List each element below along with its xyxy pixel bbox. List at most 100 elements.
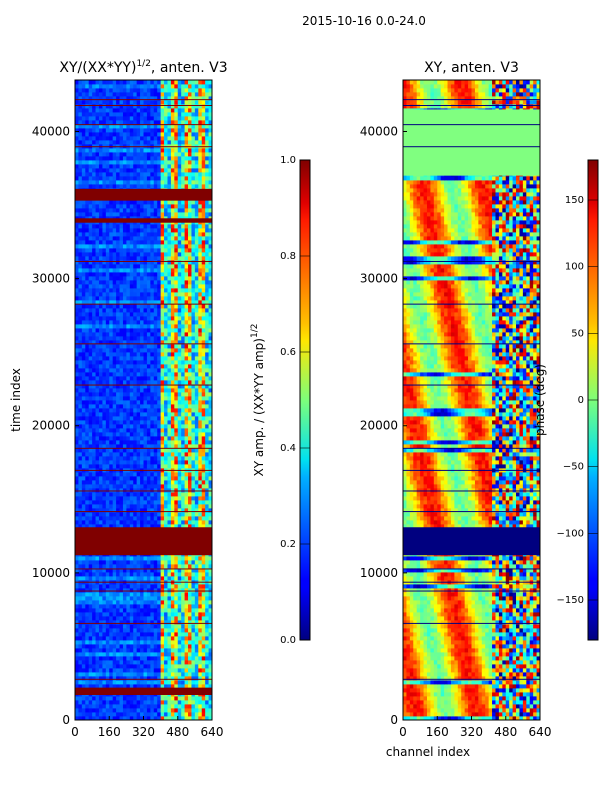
heatmap-cell [174, 344, 179, 349]
heatmap-cell [174, 712, 179, 717]
heatmap-cell [181, 244, 186, 249]
heatmap-cell [205, 356, 209, 361]
heatmap-cell [208, 372, 212, 377]
heatmap-cell [95, 516, 100, 521]
heatmap-cell [95, 356, 100, 361]
heatmap-cell [198, 524, 203, 529]
heatmap-cell [126, 232, 131, 237]
heatmap-cell [191, 456, 196, 461]
heatmap-cell [184, 408, 189, 413]
heatmap-cell [167, 524, 172, 529]
heatmap-cell [136, 400, 141, 405]
heatmap-cell [143, 660, 148, 665]
heatmap-cell [88, 276, 93, 281]
heatmap-cell [208, 352, 212, 357]
heatmap-cell [167, 712, 172, 717]
heatmap-cell [205, 296, 209, 301]
heatmap-cell [160, 384, 165, 389]
heatmap-cell [112, 596, 117, 601]
heatmap-cell [92, 416, 96, 421]
heatmap-cell [81, 272, 86, 277]
heatmap-cell [177, 396, 182, 401]
heatmap-cell [146, 424, 151, 429]
heatmap-cell [95, 684, 100, 689]
heatmap-cell [184, 356, 189, 361]
heatmap-cell [177, 432, 182, 437]
heatmap-cell [184, 328, 189, 333]
heatmap-cell [181, 588, 186, 593]
heatmap-cell [181, 556, 186, 561]
heatmap-cell [194, 428, 199, 433]
heatmap-cell [164, 416, 168, 421]
heatmap-cell [126, 624, 131, 629]
heatmap-cell [188, 312, 192, 317]
heatmap-cell [170, 324, 175, 329]
heatmap-cell [88, 608, 93, 613]
heatmap-cell [153, 472, 158, 477]
heatmap-cell [198, 644, 203, 649]
heatmap-cell [116, 324, 120, 329]
heatmap-cell [102, 428, 107, 433]
heatmap-cell [116, 400, 120, 405]
heatmap-cell [201, 432, 206, 437]
heatmap-cell [157, 292, 162, 297]
heatmap-cell [177, 624, 182, 629]
heatmap-cell [122, 408, 127, 413]
heatmap-cell [201, 284, 206, 289]
heatmap-cell [198, 228, 203, 233]
heatmap-cell [129, 404, 134, 409]
heatmap-cell [184, 364, 189, 369]
heatmap-cell [150, 224, 155, 229]
heatmap-cell [153, 316, 158, 321]
heatmap-cell [153, 368, 158, 373]
heatmap-cell [133, 320, 138, 325]
heatmap-cell [78, 592, 83, 597]
heatmap-cell [177, 424, 182, 429]
heatmap-cell [109, 652, 114, 657]
heatmap-cell [78, 340, 83, 345]
heatmap-cell [177, 332, 182, 337]
heatmap-cell [153, 312, 158, 317]
heatmap-cell [153, 604, 158, 609]
heatmap-cell [188, 524, 192, 529]
heatmap-cell [119, 400, 124, 405]
heatmap-cell [194, 420, 199, 425]
heatmap-cell [201, 620, 206, 625]
heatmap-cell [170, 244, 175, 249]
heatmap-cell [191, 256, 196, 261]
heatmap-cell [181, 572, 186, 577]
heatmap-cell [143, 476, 148, 481]
heatmap-cell [198, 256, 203, 261]
heatmap-cell [126, 360, 131, 365]
heatmap-cell [143, 288, 148, 293]
heatmap-cell [102, 592, 107, 597]
heatmap-cell [81, 460, 86, 465]
heatmap-cell [170, 432, 175, 437]
heatmap-cell [150, 592, 155, 597]
heatmap-cell [194, 240, 199, 245]
heatmap-cell [136, 500, 141, 505]
heatmap-cell [136, 652, 141, 657]
heatmap-cell [160, 336, 165, 341]
heatmap-cell [150, 660, 155, 665]
heatmap-cell [174, 364, 179, 369]
heatmap-cell [157, 496, 162, 501]
heatmap-cell [85, 496, 90, 501]
heatmap-cell [201, 516, 206, 521]
heatmap-cell [191, 484, 196, 489]
heatmap-cell [136, 556, 141, 561]
heatmap-cell [153, 388, 158, 393]
heatmap-cell [201, 652, 206, 657]
heatmap-cell [174, 336, 179, 341]
heatmap-cell [75, 668, 79, 673]
heatmap-cell [167, 608, 172, 613]
heatmap-cell [140, 472, 144, 477]
heatmap-cell [129, 660, 134, 665]
heatmap-cell [167, 364, 172, 369]
heatmap-cell [133, 416, 138, 421]
heatmap-cell [78, 600, 83, 605]
heatmap-cell [164, 252, 168, 257]
heatmap-cell [205, 360, 209, 365]
heatmap-cell [150, 696, 155, 701]
heatmap-cell [184, 360, 189, 365]
